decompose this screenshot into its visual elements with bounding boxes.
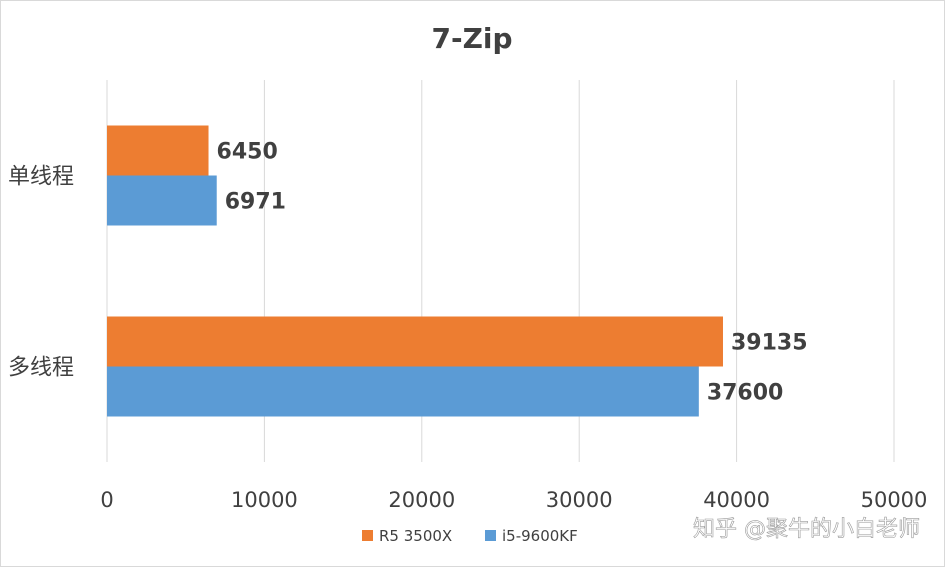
data-label: 39135: [731, 331, 808, 356]
x-tick-labels: 0 10000 20000 30000 40000 50000: [100, 488, 927, 512]
bar: [107, 366, 699, 417]
legend-swatch: [362, 530, 373, 541]
data-label: 37600: [707, 381, 784, 406]
category-label: 多线程: [8, 356, 74, 381]
data-label: 6450: [217, 140, 278, 165]
bar: [107, 175, 217, 226]
legend-swatch: [485, 530, 496, 541]
x-tick-label: 30000: [546, 488, 613, 512]
bars: [107, 125, 723, 417]
category-label: 单线程: [8, 165, 74, 190]
data-label: 6971: [225, 190, 286, 215]
data-labels: 6450 6971 39135 37600: [217, 140, 808, 406]
legend-label: i5-9600KF: [502, 527, 578, 545]
bar: [107, 316, 723, 367]
legend: R5 3500X i5-9600KF: [362, 527, 578, 545]
chart-title: 7-Zip: [431, 22, 512, 55]
bar: [107, 125, 209, 176]
x-tick-label: 40000: [703, 488, 770, 512]
x-tick-label: 20000: [388, 488, 455, 512]
watermark-text: 知乎 @聚牛的小白老师: [693, 517, 920, 542]
x-tick-label: 0: [100, 488, 113, 512]
legend-label: R5 3500X: [379, 527, 452, 545]
x-tick-label: 50000: [861, 488, 928, 512]
x-tick-label: 10000: [231, 488, 298, 512]
